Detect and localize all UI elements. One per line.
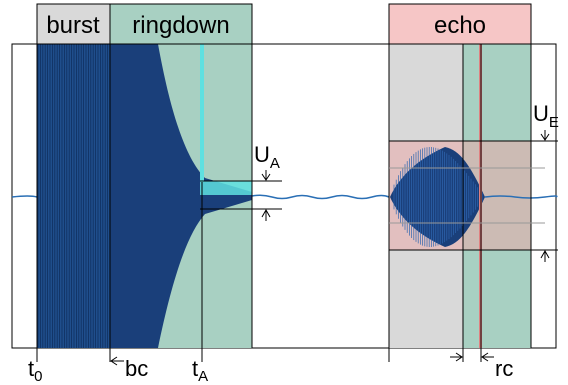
UA-arrow-up xyxy=(261,208,271,221)
echo-header xyxy=(388,3,532,45)
UA-label: UA xyxy=(254,142,280,172)
tA-label-main: t xyxy=(192,356,198,381)
ringdown-cursor xyxy=(200,44,204,182)
t0-label: t0 xyxy=(28,356,42,385)
rc-label: rc xyxy=(495,356,513,381)
tA-label: tA xyxy=(192,356,208,385)
ringdown-threshold-band xyxy=(200,181,252,195)
echo-label: echo xyxy=(434,12,486,39)
rc-arrow-right xyxy=(481,352,494,362)
UE-arrow-down xyxy=(540,130,550,141)
baseline-signal xyxy=(11,194,558,200)
UA-label-main: U xyxy=(254,142,270,167)
UE-label: UE xyxy=(533,101,559,131)
UE-label-sub: E xyxy=(549,114,559,131)
echo-waveform-lines xyxy=(393,147,483,247)
ringdown-label: ringdown xyxy=(132,12,229,39)
UA-arrow-down xyxy=(261,170,271,181)
tA-label-sub: A xyxy=(198,368,208,385)
bc-label: bc xyxy=(125,356,148,381)
ringdown-header xyxy=(109,3,253,45)
ringdown-waveform xyxy=(110,44,252,348)
UE-label-main: U xyxy=(533,101,549,126)
bc-arrow xyxy=(110,356,124,366)
t0-label-main: t xyxy=(28,356,34,381)
burst-label: burst xyxy=(46,12,100,39)
t0-label-sub: 0 xyxy=(34,368,42,385)
rc-arrow-left xyxy=(450,352,463,362)
burst-waveform xyxy=(37,44,108,348)
UE-arrow-up xyxy=(540,249,550,262)
UA-label-sub: A xyxy=(270,155,280,172)
